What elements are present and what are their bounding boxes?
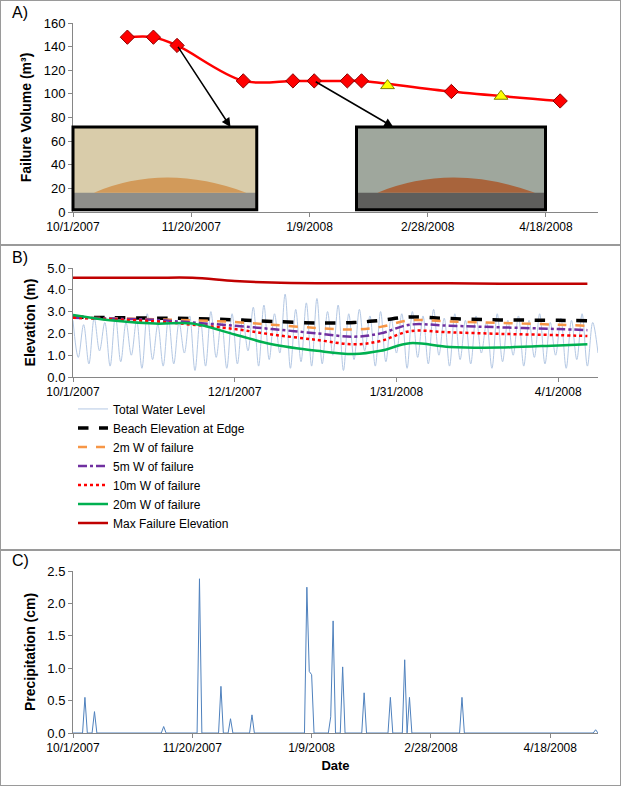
svg-text:5m W of failure: 5m W of failure [113,460,194,474]
svg-text:60: 60 [51,134,65,149]
svg-text:2.0: 2.0 [47,326,65,341]
svg-text:10/1/2007: 10/1/2007 [46,220,100,234]
svg-text:80: 80 [51,110,65,125]
svg-text:A): A) [12,4,28,21]
svg-text:2m W of failure: 2m W of failure [113,441,194,455]
svg-text:2/28/2008: 2/28/2008 [401,220,455,234]
svg-text:0.0: 0.0 [47,370,65,385]
svg-text:Elevation (m): Elevation (m) [22,279,38,367]
svg-text:0.5: 0.5 [47,693,65,708]
svg-text:1.0: 1.0 [47,348,65,363]
svg-text:1/9/2008: 1/9/2008 [286,220,333,234]
svg-text:10m W of failure: 10m W of failure [113,479,201,493]
svg-text:12/1/2007: 12/1/2007 [208,385,262,399]
svg-text:0: 0 [58,205,65,220]
svg-text:11/20/2007: 11/20/2007 [162,220,221,234]
svg-text:20m W of failure: 20m W of failure [113,498,201,512]
svg-text:Beach Elevation at Edge: Beach Elevation at Edge [113,422,245,436]
svg-text:Max Failure Elevation: Max Failure Elevation [113,517,228,531]
svg-text:Total Water Level: Total Water Level [113,403,205,417]
svg-text:20: 20 [51,181,65,196]
svg-text:4/1/2008: 4/1/2008 [535,385,582,399]
svg-text:3.0: 3.0 [47,304,65,319]
svg-text:2.5: 2.5 [47,564,65,579]
svg-text:2.0: 2.0 [47,596,65,611]
svg-text:4.0: 4.0 [47,282,65,297]
svg-text:5.0: 5.0 [47,261,65,276]
svg-text:2/28/2008: 2/28/2008 [404,741,458,755]
svg-text:4/18/2008: 4/18/2008 [524,741,578,755]
svg-text:100: 100 [44,86,66,101]
svg-text:11/20/2007: 11/20/2007 [163,741,222,755]
svg-text:B): B) [12,249,28,266]
svg-text:0.0: 0.0 [47,726,65,741]
svg-text:1/31/2008: 1/31/2008 [370,385,424,399]
svg-text:40: 40 [51,157,65,172]
svg-text:C): C) [12,552,29,569]
svg-text:Date: Date [321,758,349,773]
svg-text:140: 140 [44,39,66,54]
svg-text:160: 160 [44,16,66,31]
svg-text:Precipitation (cm): Precipitation (cm) [22,593,38,711]
svg-text:1.0: 1.0 [47,661,65,676]
svg-text:10/1/2007: 10/1/2007 [46,385,100,399]
svg-text:10/1/2007: 10/1/2007 [46,741,100,755]
svg-text:120: 120 [44,63,66,78]
svg-text:Failure Volume (m³): Failure Volume (m³) [18,53,34,183]
svg-text:4/18/2008: 4/18/2008 [519,220,573,234]
svg-text:1/9/2008: 1/9/2008 [288,741,335,755]
svg-text:1.5: 1.5 [47,628,65,643]
